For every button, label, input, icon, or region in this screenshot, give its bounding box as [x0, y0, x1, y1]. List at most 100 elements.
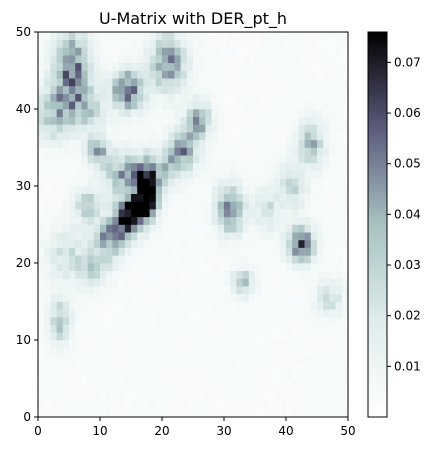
- heatmap-cell: [88, 379, 95, 387]
- heatmap-cell: [63, 194, 70, 202]
- heatmap-cell: [112, 201, 119, 209]
- heatmap-cell: [125, 363, 132, 371]
- heatmap-cell: [249, 255, 256, 263]
- heatmap-cell: [298, 363, 305, 371]
- heatmap-cell: [106, 379, 113, 387]
- heatmap-cell: [112, 278, 119, 286]
- heatmap-cell: [181, 225, 188, 233]
- heatmap-cell: [305, 40, 312, 48]
- heatmap-cell: [298, 355, 305, 363]
- heatmap-cell: [119, 186, 126, 194]
- heatmap-cell: [50, 86, 57, 94]
- heatmap-cell: [329, 255, 336, 263]
- heatmap-cell: [193, 124, 200, 132]
- heatmap-cell: [286, 263, 293, 271]
- colorbar-axis: 0.010.020.030.040.050.060.07: [387, 55, 421, 373]
- heatmap-cell: [150, 340, 157, 348]
- heatmap-cell: [249, 40, 256, 48]
- heatmap-cell: [329, 86, 336, 94]
- heatmap-cell: [199, 363, 206, 371]
- heatmap-cell: [75, 255, 82, 263]
- heatmap-cell: [187, 255, 194, 263]
- heatmap-cell: [81, 63, 88, 71]
- heatmap-cell: [181, 379, 188, 387]
- heatmap-cell: [255, 63, 262, 71]
- heatmap-cell: [156, 109, 163, 117]
- heatmap-cell: [193, 148, 200, 156]
- heatmap-cell: [112, 409, 119, 417]
- heatmap-cell: [280, 255, 287, 263]
- heatmap-cell: [174, 386, 181, 394]
- heatmap-cell: [137, 40, 144, 48]
- heatmap-cell: [112, 240, 119, 248]
- heatmap-cell: [94, 340, 101, 348]
- heatmap-cell: [112, 332, 119, 340]
- heatmap-cell: [243, 379, 250, 387]
- heatmap-cell: [267, 255, 274, 263]
- heatmap-cell: [336, 363, 343, 371]
- heatmap-cell: [100, 394, 107, 402]
- heatmap-cell: [106, 78, 113, 86]
- heatmap-cell: [255, 394, 262, 402]
- heatmap-cell: [212, 255, 219, 263]
- heatmap-cell: [305, 294, 312, 302]
- heatmap-cell: [156, 201, 163, 209]
- heatmap-cell: [193, 232, 200, 240]
- heatmap-cell: [69, 325, 76, 333]
- heatmap-cell: [63, 201, 70, 209]
- heatmap-cell: [162, 278, 169, 286]
- heatmap-cell: [168, 109, 175, 117]
- heatmap-cell: [156, 186, 163, 194]
- heatmap-cell: [193, 348, 200, 356]
- heatmap-cell: [212, 232, 219, 240]
- heatmap-cell: [323, 302, 330, 310]
- heatmap-cell: [106, 248, 113, 256]
- heatmap-cell: [100, 32, 107, 40]
- heatmap-cell: [100, 148, 107, 156]
- heatmap-cell: [156, 55, 163, 63]
- heatmap-cell: [292, 201, 299, 209]
- heatmap-cell: [199, 86, 206, 94]
- heatmap-cell: [63, 263, 70, 271]
- heatmap-cell: [125, 371, 132, 379]
- heatmap-cell: [94, 186, 101, 194]
- heatmap-cell: [305, 232, 312, 240]
- heatmap-cell: [131, 294, 138, 302]
- heatmap-cell: [162, 194, 169, 202]
- heatmap-cell: [280, 140, 287, 148]
- heatmap-cell: [329, 194, 336, 202]
- heatmap-cell: [267, 209, 274, 217]
- heatmap-cell: [205, 332, 212, 340]
- heatmap-cell: [100, 363, 107, 371]
- y-tick-label: 50: [16, 25, 31, 39]
- heatmap-cell: [131, 109, 138, 117]
- heatmap-cell: [119, 32, 126, 40]
- heatmap-cell: [236, 332, 243, 340]
- heatmap-cell: [57, 163, 64, 171]
- heatmap-cell: [81, 309, 88, 317]
- heatmap-cell: [100, 86, 107, 94]
- heatmap-cell: [224, 171, 231, 179]
- heatmap-cell: [181, 163, 188, 171]
- heatmap-cell: [311, 348, 318, 356]
- heatmap-cell: [131, 178, 138, 186]
- heatmap-cell: [236, 78, 243, 86]
- heatmap-cell: [174, 379, 181, 387]
- heatmap-cell: [224, 386, 231, 394]
- heatmap-cell: [193, 363, 200, 371]
- heatmap-cell: [38, 155, 45, 163]
- heatmap-cell: [298, 294, 305, 302]
- heatmap-cell: [112, 109, 119, 117]
- heatmap-cell: [63, 132, 70, 140]
- heatmap-cell: [119, 109, 126, 117]
- heatmap-cell: [181, 148, 188, 156]
- heatmap-cell: [218, 386, 225, 394]
- heatmap-cell: [274, 225, 281, 233]
- heatmap-cell: [212, 240, 219, 248]
- heatmap-cell: [94, 325, 101, 333]
- heatmap-cell: [94, 63, 101, 71]
- heatmap-cell: [255, 148, 262, 156]
- heatmap-cell: [261, 232, 268, 240]
- heatmap-cell: [81, 209, 88, 217]
- heatmap-cell: [181, 386, 188, 394]
